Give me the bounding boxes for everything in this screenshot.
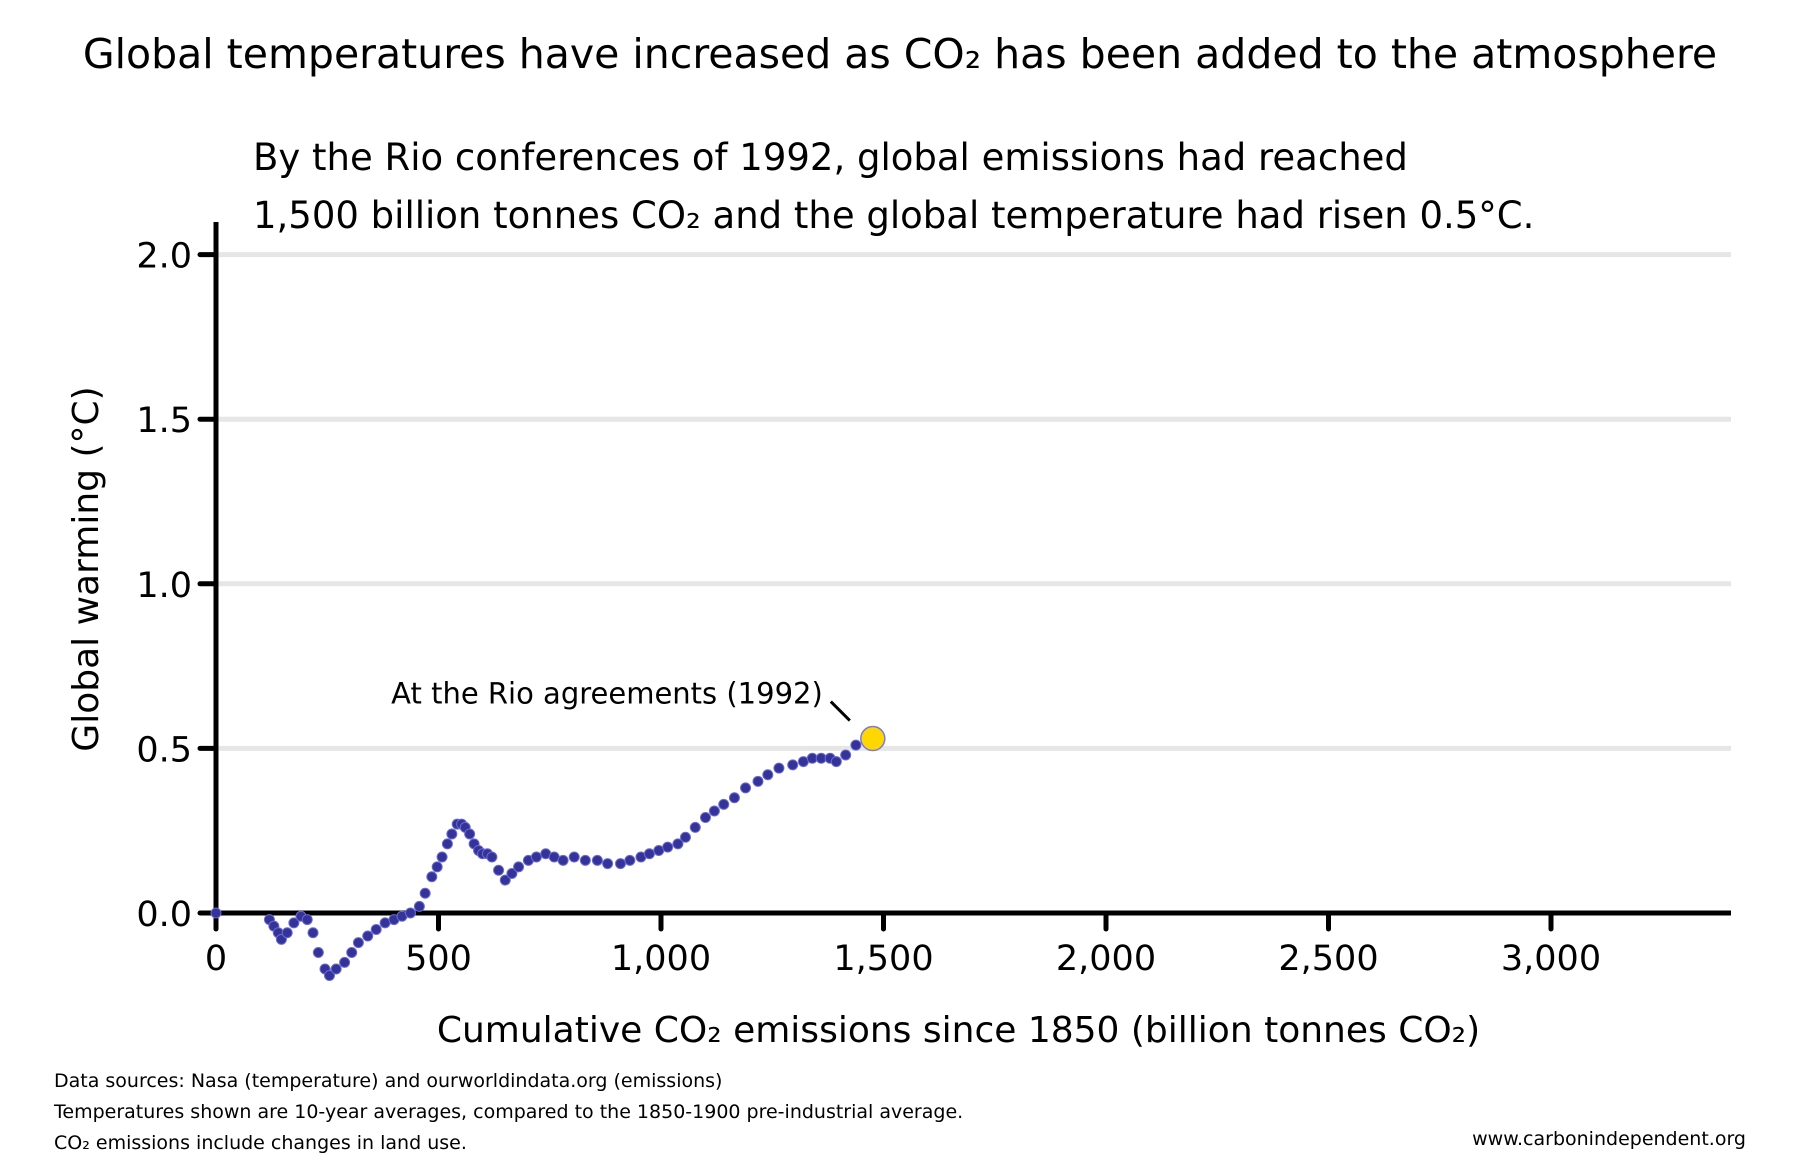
data-point: [568, 851, 580, 863]
data-point: [499, 874, 511, 886]
footer-sources: Data sources: Nasa (temperature) and our…: [54, 1070, 723, 1092]
data-point: [700, 812, 711, 824]
data-point: [602, 858, 614, 870]
data-point: [624, 854, 636, 866]
data-point: [288, 917, 300, 929]
x-tick-label: 500: [405, 939, 472, 979]
x-tick-label: 2,000: [1056, 939, 1156, 979]
data-point: [301, 914, 313, 926]
data-point: [486, 851, 498, 863]
data-point: [436, 851, 448, 863]
data-point: [615, 858, 627, 870]
data-point: [708, 805, 720, 817]
data-point: [718, 798, 730, 810]
y-axis-label: Global warming (°C): [66, 386, 107, 751]
data-point: [441, 838, 453, 850]
data-point: [446, 828, 458, 840]
data-point: [506, 867, 518, 879]
x-axis-label: Cumulative CO₂ emissions since 1850 (bil…: [437, 1010, 1480, 1051]
data-point: [352, 937, 364, 949]
data-point: [530, 851, 542, 863]
data-point: [307, 927, 319, 939]
data-point: [689, 821, 701, 833]
data-point: [330, 963, 342, 975]
data-point: [672, 838, 684, 850]
footer-website: www.carbonindependent.org: [1472, 1128, 1746, 1150]
footer-note-emissions: CO₂ emissions include changes in land us…: [54, 1132, 467, 1154]
data-point: [493, 864, 505, 876]
data-point: [362, 930, 374, 942]
subtitle-line-2: 1,500 billion tonnes CO₂ and the global …: [253, 194, 1535, 237]
y-tick-label: 1.5: [136, 401, 192, 441]
data-point: [787, 759, 799, 771]
data-point: [740, 782, 752, 794]
data-point: [591, 854, 603, 866]
data-point: [662, 841, 674, 853]
data-point: [404, 907, 416, 919]
data-point: [840, 749, 852, 761]
data-point: [312, 947, 324, 959]
highlight-point-rio-1992: [860, 725, 886, 752]
y-tick-label: 0.5: [136, 730, 192, 770]
data-point: [431, 861, 443, 873]
data-point: [370, 923, 382, 935]
x-tick-label: 3,000: [1501, 939, 1601, 979]
subtitle-line-1: By the Rio conferences of 1992, global e…: [253, 136, 1408, 179]
annotation-leader-line: [829, 700, 851, 722]
x-tick-label: 1,000: [611, 939, 711, 979]
data-point: [464, 828, 476, 840]
data-point: [752, 775, 764, 787]
data-point: [413, 900, 425, 912]
data-point: [679, 831, 691, 843]
data-point: [210, 907, 222, 919]
y-tick-label: 2.0: [136, 237, 192, 277]
data-point: [830, 756, 842, 768]
y-tick-label: 0.0: [136, 895, 192, 935]
data-point: [419, 887, 431, 899]
data-point: [346, 947, 358, 959]
x-tick-label: 0: [205, 939, 227, 979]
data-point: [773, 762, 785, 774]
data-point: [728, 792, 740, 804]
data-point: [281, 927, 293, 939]
data-point: [323, 970, 335, 982]
data-point: [426, 871, 438, 883]
annotation-label: At the Rio agreements (1992): [391, 677, 823, 711]
chart-title: Global temperatures have increased as CO…: [82, 30, 1718, 78]
data-point: [850, 739, 862, 751]
data-point: [557, 854, 569, 866]
data-point: [579, 854, 591, 866]
x-tick-label: 1,500: [833, 939, 933, 979]
y-tick-label: 1.0: [136, 566, 192, 606]
data-point: [643, 848, 655, 860]
x-tick-label: 2,500: [1278, 939, 1378, 979]
footer-note-temperature: Temperatures shown are 10-year averages,…: [54, 1101, 964, 1123]
data-point: [339, 956, 351, 968]
data-point: [513, 861, 525, 873]
data-point: [762, 769, 774, 781]
